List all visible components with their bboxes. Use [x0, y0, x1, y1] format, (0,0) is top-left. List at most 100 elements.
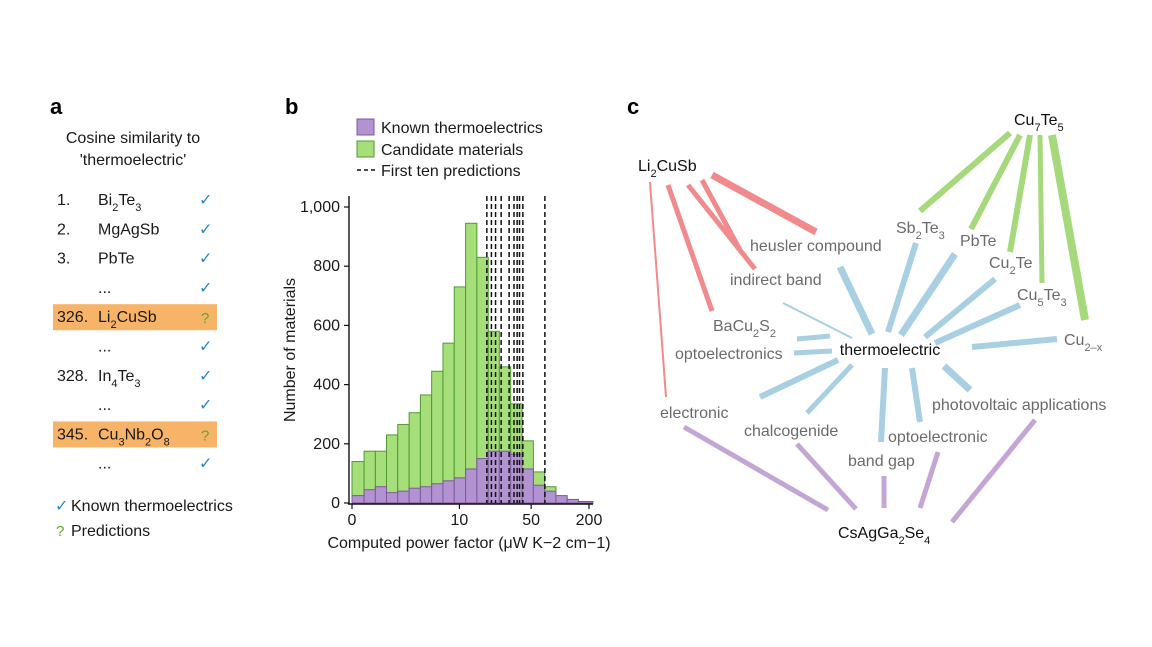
y-axis-label: Number of materials: [282, 278, 299, 422]
material-name: PbTe: [98, 251, 135, 268]
rank-number: 2.: [57, 221, 70, 238]
panel-c: c Li2CuSb Cu7Te5 CsAgGa2Se4 heusler compoun…: [627, 94, 1106, 547]
node-indirect: indirect band: [730, 272, 822, 289]
check-icon: ✓: [199, 192, 212, 209]
node-optoelectronic: optoelectronic: [888, 429, 988, 446]
material-name: ...: [98, 280, 111, 297]
candidate-bar: [431, 370, 444, 504]
known-bar: [465, 468, 478, 504]
list-item: ... ✓: [98, 280, 212, 297]
network-edge: [699, 178, 743, 252]
material-name: Bi2Te3: [98, 192, 141, 214]
node-heusler: heusler compound: [750, 238, 882, 255]
known-bar: [487, 450, 500, 504]
network-edge: [793, 348, 833, 356]
highlight-box: [53, 304, 217, 331]
panel-b: b 0 10 50 200 0 200 400 600 800 1,000 Computed po…: [282, 94, 611, 552]
known-bar: [532, 484, 546, 504]
list-item: 3. PbTe ✓: [57, 251, 212, 268]
network-edge: [933, 302, 1022, 346]
prediction-lines: [486, 196, 546, 503]
node-cu2te: Cu2Te: [989, 255, 1033, 277]
network-edge: [682, 424, 830, 513]
y-tick-label: 800: [313, 258, 340, 275]
rank-number: 1.: [57, 192, 70, 209]
x-tick-label: 10: [450, 512, 468, 529]
known-bar: [408, 487, 421, 504]
y-tick-label: 200: [313, 436, 340, 453]
legend-check-icon: ✓: [55, 498, 68, 515]
node-bandgap: band gap: [848, 453, 915, 470]
network-edge: [971, 336, 1058, 350]
panel-b-label: b: [285, 94, 298, 119]
list-item: ... ✓: [98, 339, 212, 356]
x-axis-label: Computed power factor (μW K−2 cm−1): [327, 535, 610, 552]
network-edge: [1048, 134, 1089, 321]
rank-list: 1. Bi2Te3 ✓ 2. MgAgSb ✓ 3. PbTe ✓... ✓ 326. Li2CuSb…: [53, 192, 217, 473]
network-edge: [909, 367, 923, 423]
network-edge: [795, 442, 858, 511]
known-bar: [351, 495, 365, 504]
node-electronic: electronic: [660, 405, 728, 422]
known-bar: [385, 492, 399, 504]
known-bar: [453, 477, 467, 504]
node-optoelectronics: optoelectronics: [675, 346, 783, 363]
x-tick-label: 50: [522, 512, 540, 529]
material-name: Li2CuSb: [98, 309, 157, 331]
panel-a: a Cosine similarity to 'thermoelectric' …: [50, 94, 233, 540]
panel-a-title-line2: 'thermoelectric': [80, 152, 187, 169]
check-icon: ✓: [199, 397, 212, 414]
question-icon: ?: [201, 310, 209, 327]
check-icon: ✓: [199, 368, 212, 385]
material-name: In4Te3: [98, 368, 141, 390]
known-bar: [566, 498, 579, 504]
network-edge: [649, 181, 667, 398]
known-bar: [419, 486, 433, 504]
node-photovoltaic: photovoltaic applications: [932, 397, 1106, 414]
panel-a-title-line1: Cosine similarity to: [66, 130, 200, 147]
node-thermoelectric: thermoelectric: [840, 342, 940, 359]
legend-prediction-series: First ten predictions: [381, 163, 521, 180]
known-bar: [577, 501, 594, 504]
list-item: 2. MgAgSb ✓: [57, 221, 212, 238]
network-edge: [758, 357, 840, 400]
material-name: ...: [98, 339, 111, 356]
known-bar: [363, 489, 376, 504]
rank-number: 3.: [57, 251, 70, 268]
legend-known-label: Known thermoelectrics: [71, 498, 233, 515]
y-tick-label: 600: [313, 317, 340, 334]
histogram-bars: [351, 222, 594, 504]
network-edge: [917, 451, 941, 509]
highlight-box: [53, 421, 217, 448]
check-icon: ✓: [199, 280, 212, 297]
node-cu5te3: Cu5Te3: [1017, 287, 1067, 309]
list-item: 345. Cu3Nb2O8?: [53, 421, 217, 448]
x-tick-label: 0: [348, 512, 357, 529]
node-csagga2se4: CsAgGa2Se4: [838, 525, 930, 547]
y-tick-label: 0: [331, 495, 340, 512]
legend-known-swatch: [356, 118, 375, 136]
check-icon: ✓: [199, 456, 212, 473]
material-name: ...: [98, 456, 111, 473]
x-tick-label: 200: [576, 512, 603, 529]
chart-axes: [348, 196, 593, 505]
rank-number: 345.: [57, 426, 88, 443]
network-edge: [878, 367, 888, 443]
network-edge: [782, 302, 853, 339]
node-sb2te3: Sb2Te3: [896, 220, 945, 242]
known-bar: [544, 490, 557, 504]
rank-number: 326.: [57, 309, 88, 326]
network-edge: [796, 333, 831, 342]
y-tick-label: 400: [313, 377, 340, 394]
legend-predictions-label: Predictions: [71, 523, 150, 540]
rank-number: 328.: [57, 368, 88, 385]
network-edges: [649, 130, 1089, 524]
network-edge: [665, 184, 715, 312]
network-edge: [805, 363, 854, 415]
legend-candidate-series: Candidate materials: [381, 142, 523, 159]
chart-ticks: 0 10 50 200 0 200 400 600 800 1,000: [300, 199, 602, 529]
candidate-bar: [442, 342, 455, 504]
known-bar: [431, 483, 444, 504]
question-icon: ?: [201, 427, 209, 444]
